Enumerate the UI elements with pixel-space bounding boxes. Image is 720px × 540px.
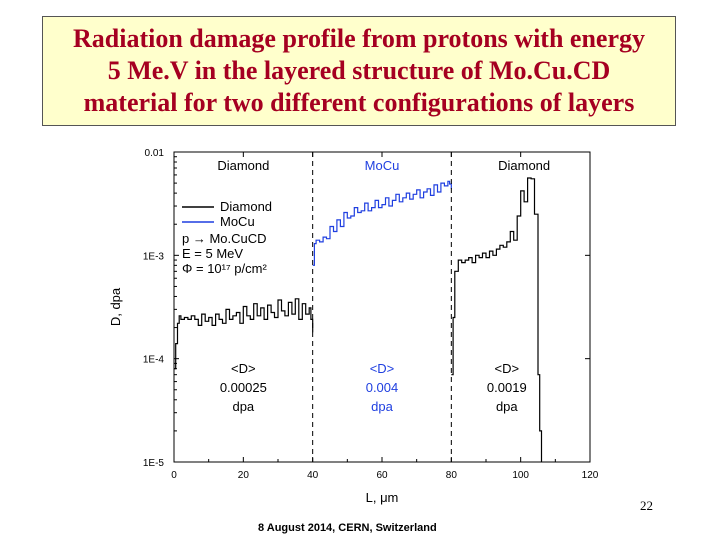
series-mocu-line-0 bbox=[312, 180, 452, 266]
y-axis-label: D, dpa bbox=[108, 287, 123, 326]
legend-note-1: E = 5 MeV bbox=[182, 246, 243, 261]
slide-title: Radiation damage profile from protons wi… bbox=[73, 24, 645, 117]
x-tick-label-2: 40 bbox=[307, 470, 319, 481]
avg-value-0: 0.00025 bbox=[220, 380, 267, 395]
legend-note-0: p → Mo.CuCD bbox=[182, 231, 267, 246]
avg-label-1: <D> bbox=[370, 361, 395, 376]
footer-text: 8 August 2014, CERN, Switzerland bbox=[258, 522, 437, 534]
y-tick-label-0: 0.01 bbox=[145, 148, 165, 159]
x-tick-label-6: 120 bbox=[582, 470, 599, 481]
x-tick-label-1: 20 bbox=[238, 470, 250, 481]
x-tick-label-4: 80 bbox=[446, 470, 458, 481]
legend-note-2: Φ = 10¹⁷ p/cm² bbox=[182, 261, 267, 276]
slide-title-box: Radiation damage profile from protons wi… bbox=[42, 16, 676, 126]
avg-value-2: 0.0019 bbox=[487, 380, 527, 395]
avg-value-1: 0.004 bbox=[366, 380, 399, 395]
x-tick-label-0: 0 bbox=[171, 470, 177, 481]
series-diamond-line-1 bbox=[451, 177, 543, 462]
y-tick-label-1: 1E-3 bbox=[143, 251, 165, 262]
legend-entry-0: Diamond bbox=[220, 199, 272, 214]
series-diamond-line-0 bbox=[174, 298, 314, 370]
page-number: 22 bbox=[640, 498, 653, 513]
x-axis-label: L, μm bbox=[366, 490, 399, 505]
avg-unit-0: dpa bbox=[232, 399, 254, 414]
layer-label-0: Diamond bbox=[217, 158, 269, 173]
x-tick-label-3: 60 bbox=[376, 470, 388, 481]
y-tick-label-3: 1E-5 bbox=[143, 458, 165, 469]
layer-label-1: MoCu bbox=[365, 158, 400, 173]
avg-label-0: <D> bbox=[231, 361, 256, 376]
avg-label-2: <D> bbox=[495, 361, 520, 376]
layer-label-2: Diamond bbox=[498, 158, 550, 173]
avg-unit-1: dpa bbox=[371, 399, 393, 414]
legend-entry-1: MoCu bbox=[220, 214, 255, 229]
x-tick-label-5: 100 bbox=[512, 470, 529, 481]
avg-unit-2: dpa bbox=[496, 399, 518, 414]
y-tick-label-2: 1E-4 bbox=[143, 355, 165, 366]
